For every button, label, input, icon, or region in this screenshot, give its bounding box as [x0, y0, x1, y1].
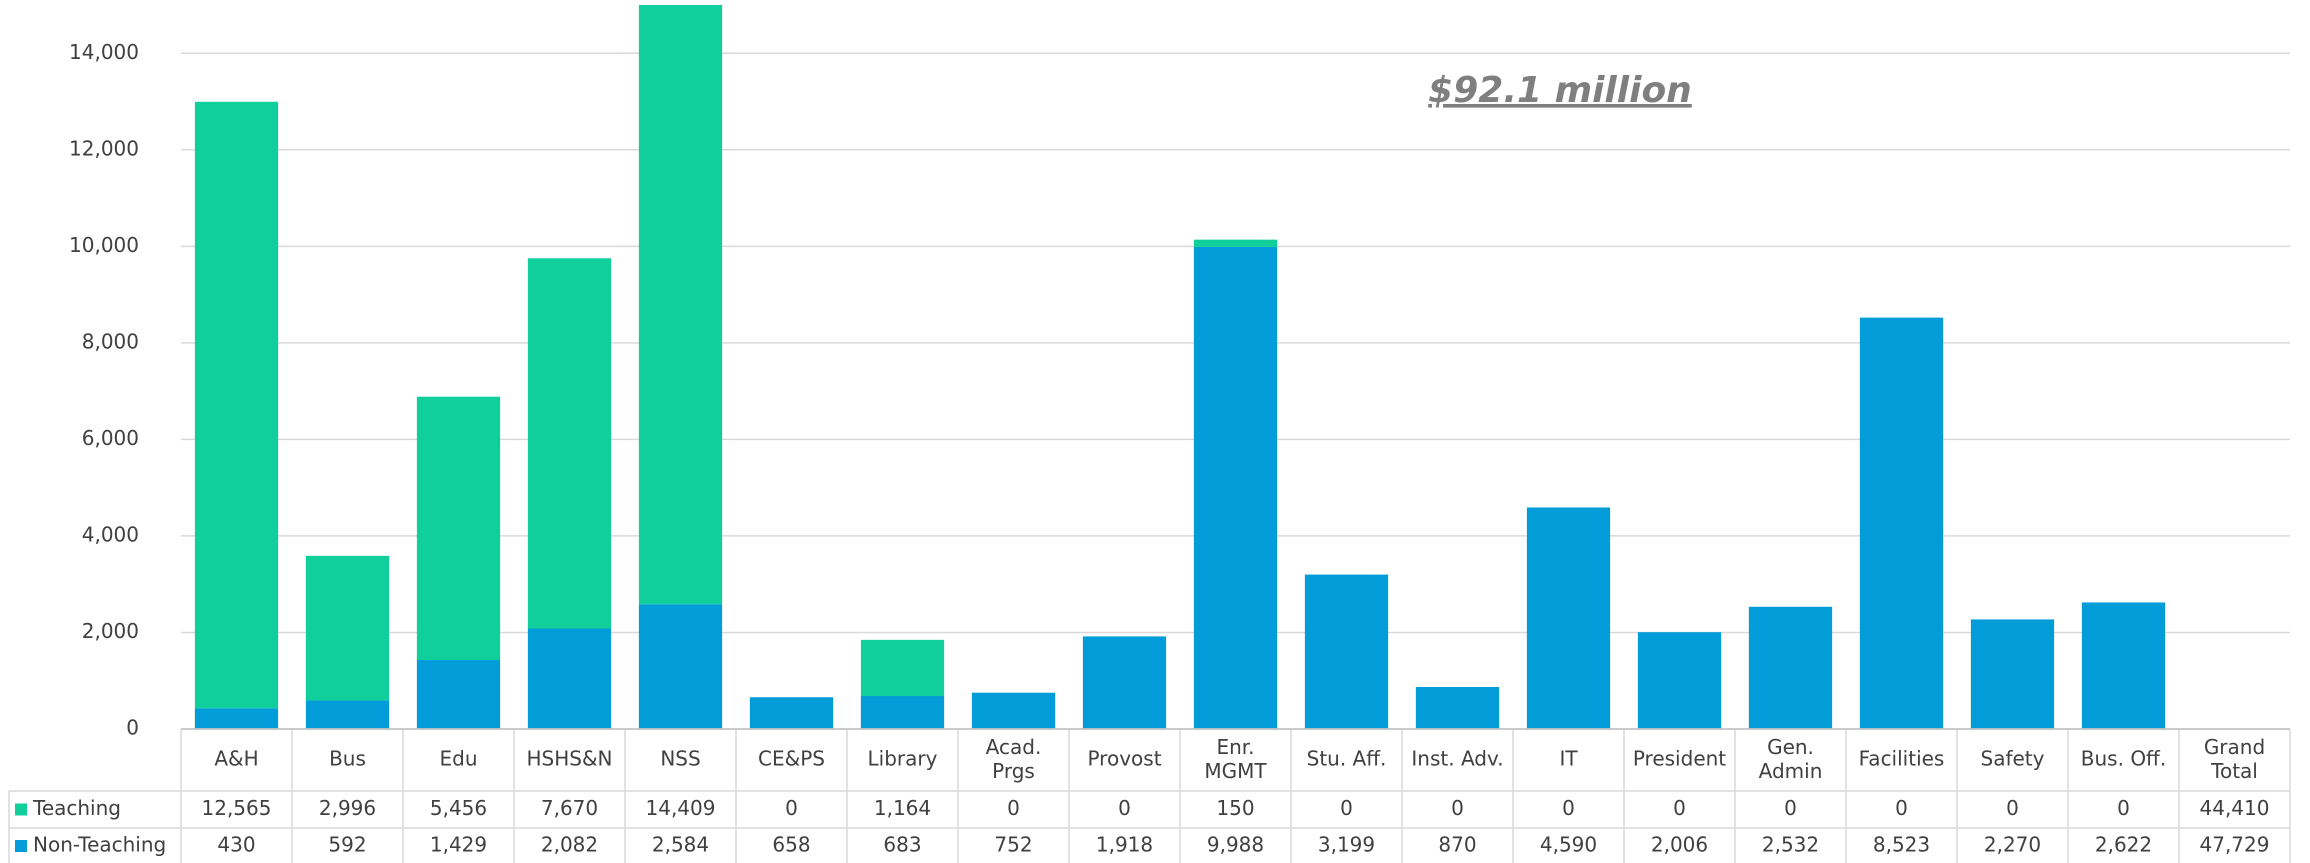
- x-tick-label: Bus. Off.: [2081, 747, 2166, 771]
- y-tick-label: 4,000: [82, 522, 139, 546]
- table-value: 752: [994, 833, 1032, 857]
- x-tick-label: Enr. MGMT: [1204, 735, 1267, 783]
- y-tick-label: 6,000: [82, 426, 139, 450]
- table-value: 5,456: [430, 796, 487, 820]
- bar-segment: [1526, 507, 1611, 729]
- x-tick-label: NSS: [660, 747, 700, 771]
- table-value: 14,409: [646, 796, 716, 820]
- plot: [194, 5, 2166, 729]
- x-tick-label: CE&PS: [758, 747, 825, 771]
- bar-segment: [305, 700, 390, 729]
- y-tick-label: 8,000: [82, 329, 139, 353]
- y-tick-label: 12,000: [69, 136, 139, 160]
- table-value: 2,270: [1984, 833, 2041, 857]
- table-value: 9,988: [1207, 833, 1264, 857]
- bar-segment: [1970, 619, 2055, 729]
- x-tick-label: Acad. Prgs: [986, 735, 1042, 783]
- table-value: 0: [1784, 796, 1797, 820]
- table-value: 0: [1340, 796, 1353, 820]
- bar-segment: [1193, 239, 1278, 247]
- table-value: 1,429: [430, 833, 487, 857]
- table-value: 0: [1673, 796, 1686, 820]
- bar-segment: [749, 697, 834, 729]
- x-tick-label: Stu. Aff.: [1307, 747, 1387, 771]
- x-tick-label: A&H: [214, 747, 258, 771]
- table-value: 870: [1438, 833, 1476, 857]
- x-tick-label: Bus: [329, 747, 366, 771]
- bar-segment: [971, 692, 1056, 729]
- table-value: 2,622: [2095, 833, 2152, 857]
- x-tick-label: Grand Total: [2204, 735, 2265, 783]
- legend-swatch: [15, 840, 27, 852]
- bar-segment: [527, 628, 612, 729]
- table-value: 0: [1007, 796, 1020, 820]
- x-tick-label: President: [1633, 747, 1726, 771]
- table-value: 47,729: [2200, 833, 2270, 857]
- table-value: 0: [1451, 796, 1464, 820]
- table-value: 658: [772, 833, 810, 857]
- bar-segment: [860, 696, 945, 729]
- y-tick-label: 10,000: [69, 233, 139, 257]
- table-value: 44,410: [2200, 796, 2270, 820]
- table-value: 0: [2006, 796, 2019, 820]
- bar-segment: [1637, 632, 1722, 729]
- table-value: 2,082: [541, 833, 598, 857]
- table-value: 8,523: [1873, 833, 1930, 857]
- bar-segment: [1859, 317, 1944, 729]
- table-value: 3,199: [1318, 833, 1375, 857]
- table-value: 0: [1562, 796, 1575, 820]
- bar-segment: [2081, 602, 2166, 729]
- table-value: 592: [328, 833, 366, 857]
- table-value: 1,164: [874, 796, 931, 820]
- bar-segment: [1304, 574, 1389, 729]
- table-value: 0: [1118, 796, 1131, 820]
- x-tick-label: Inst. Adv.: [1411, 747, 1503, 771]
- legend-swatch: [15, 803, 27, 816]
- table-value: 2,584: [652, 833, 709, 857]
- legend-label: Teaching: [32, 796, 121, 820]
- table-value: 683: [883, 833, 921, 857]
- x-tick-label: Facilities: [1859, 747, 1945, 771]
- table-value: 2,996: [319, 796, 376, 820]
- table-value: 2,006: [1651, 833, 1708, 857]
- bar-segment: [194, 708, 279, 729]
- x-tick-label: Provost: [1087, 747, 1161, 771]
- table-value: 0: [1895, 796, 1908, 820]
- table-value: 12,565: [202, 796, 272, 820]
- table-value: 1,918: [1096, 833, 1153, 857]
- bar-segment: [1082, 636, 1167, 729]
- table-value: 150: [1216, 796, 1254, 820]
- y-tick-label: 14,000: [69, 40, 139, 64]
- bar-segment: [194, 101, 279, 709]
- legend-label: Non-Teaching: [33, 833, 166, 857]
- bar-segment: [527, 258, 612, 629]
- bar-segment: [638, 5, 723, 605]
- bar-segment: [638, 604, 723, 729]
- x-tick-label: IT: [1559, 747, 1578, 771]
- bar-segment: [860, 639, 945, 697]
- table-value: 430: [217, 833, 255, 857]
- table-value: 7,670: [541, 796, 598, 820]
- bar-segment: [1415, 687, 1500, 729]
- table-value: 0: [2117, 796, 2130, 820]
- bar-segment: [416, 660, 501, 729]
- bar-segment: [1748, 606, 1833, 729]
- bar-segment: [1193, 246, 1278, 729]
- y-tick-label: 2,000: [82, 619, 139, 643]
- x-tick-label: Library: [868, 747, 938, 771]
- annotation: $92.1 million: [1428, 70, 1692, 111]
- table-value: 4,590: [1540, 833, 1597, 857]
- y-tick-label: 0: [126, 716, 139, 740]
- x-tick-label: Safety: [1981, 747, 2045, 771]
- table-value: 2,532: [1762, 833, 1819, 857]
- bar-segment: [305, 555, 390, 701]
- bar-segment: [416, 396, 501, 661]
- table-value: 0: [785, 796, 798, 820]
- x-tick-label: HSHS&N: [526, 747, 612, 771]
- x-tick-label: Gen. Admin: [1759, 735, 1823, 783]
- x-tick-label: Edu: [439, 747, 477, 771]
